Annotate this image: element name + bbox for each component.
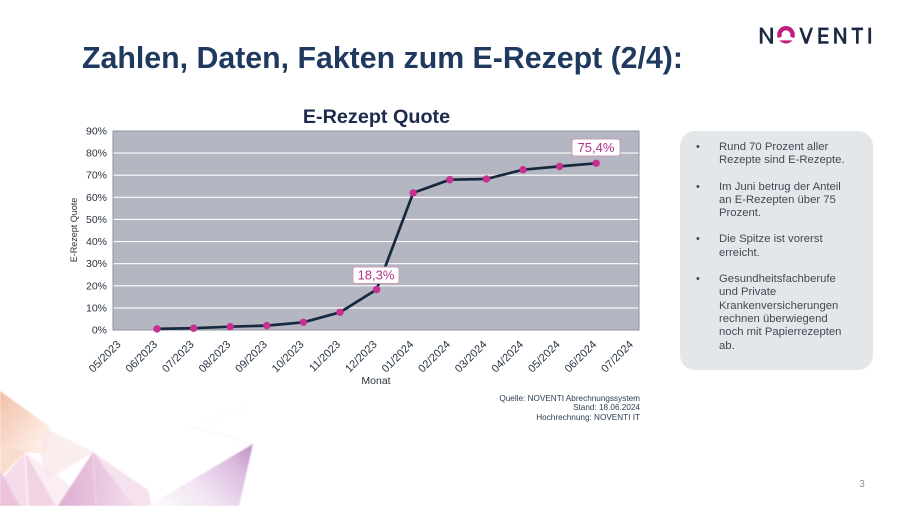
svg-text:10/2023: 10/2023	[270, 339, 307, 376]
svg-text:07/2024: 07/2024	[599, 339, 636, 376]
svg-text:10%: 10%	[86, 302, 107, 314]
svg-text:Monat: Monat	[361, 375, 390, 387]
svg-text:70%: 70%	[86, 170, 107, 182]
svg-text:40%: 40%	[86, 236, 107, 248]
svg-text:06/2024: 06/2024	[563, 339, 600, 376]
svg-text:20%: 20%	[86, 280, 107, 292]
svg-text:12/2023: 12/2023	[343, 339, 380, 376]
svg-text:11/2023: 11/2023	[307, 339, 343, 375]
svg-text:07/2023: 07/2023	[160, 339, 197, 376]
svg-text:08/2023: 08/2023	[197, 339, 234, 376]
svg-text:80%: 80%	[86, 148, 107, 160]
svg-text:E-Rezept Quote: E-Rezept Quote	[303, 106, 450, 128]
svg-text:E-Rezept Quote: E-Rezept Quote	[69, 198, 79, 263]
svg-text:05/2024: 05/2024	[526, 339, 563, 376]
svg-text:75,4%: 75,4%	[578, 140, 615, 155]
svg-text:90%: 90%	[86, 126, 107, 138]
svg-text:18,3%: 18,3%	[358, 268, 395, 283]
svg-text:09/2023: 09/2023	[233, 339, 270, 376]
svg-text:02/2024: 02/2024	[416, 339, 453, 376]
svg-text:01/2024: 01/2024	[380, 339, 417, 376]
svg-text:06/2023: 06/2023	[124, 339, 161, 376]
svg-text:03/2024: 03/2024	[453, 339, 490, 376]
svg-text:60%: 60%	[86, 192, 107, 204]
svg-text:04/2024: 04/2024	[490, 339, 527, 376]
svg-text:50%: 50%	[86, 214, 107, 226]
svg-text:30%: 30%	[86, 258, 107, 270]
svg-text:0%: 0%	[92, 325, 107, 337]
svg-text:05/2023: 05/2023	[87, 339, 124, 376]
